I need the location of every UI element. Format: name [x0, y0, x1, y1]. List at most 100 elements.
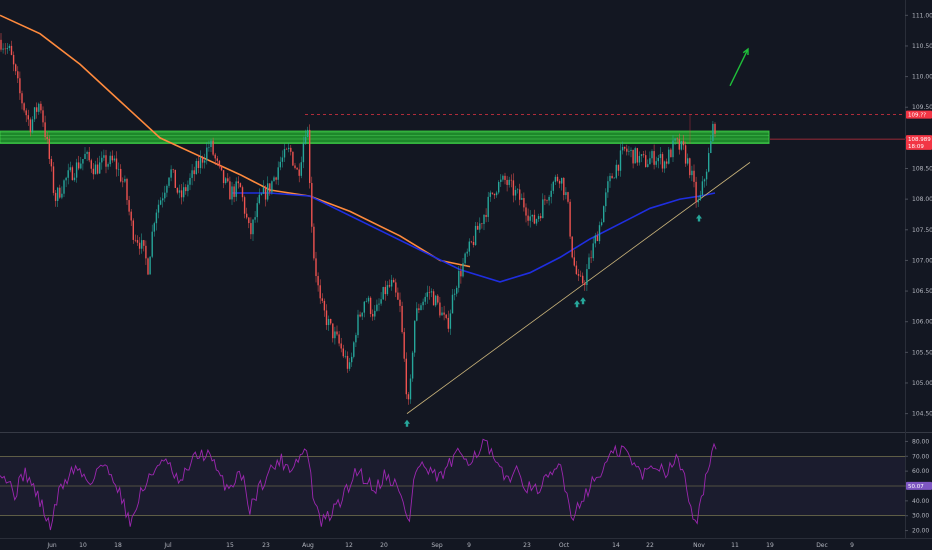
candle-body — [699, 195, 701, 200]
rsi-value-tag-label: 50.07 — [908, 484, 924, 490]
candle-body — [651, 151, 653, 159]
candle-body — [407, 394, 410, 400]
candle-body — [126, 179, 128, 201]
candle-body — [111, 155, 113, 161]
candle-body — [96, 164, 99, 174]
candle-body — [105, 155, 107, 167]
rsi-tick-label: 80.00 — [912, 438, 929, 445]
candle-body — [705, 171, 708, 180]
candle-body — [340, 343, 342, 349]
candle-body — [212, 140, 214, 155]
candle-body — [493, 193, 496, 196]
candle-body — [57, 187, 59, 201]
candle-body — [367, 297, 370, 302]
candle-body — [672, 140, 674, 158]
target-arrow-head — [742, 47, 749, 56]
candle-body — [113, 158, 116, 161]
candle-body — [458, 270, 460, 288]
candle-body — [474, 225, 477, 246]
candle-body — [678, 139, 680, 150]
candle-body — [90, 160, 92, 169]
time-tick-label: Aug — [302, 542, 314, 549]
candle-body — [491, 192, 494, 194]
candle-body — [290, 147, 292, 152]
candle-body — [172, 169, 174, 170]
candle-body — [363, 301, 365, 313]
candle-body — [8, 45, 11, 49]
candle-body — [701, 181, 704, 196]
candle-body — [214, 154, 216, 159]
candle-body — [640, 154, 643, 156]
candle-body — [636, 148, 638, 163]
candle-body — [311, 183, 313, 227]
candle-body — [42, 110, 44, 123]
candle-body — [101, 157, 103, 163]
candle-body — [594, 235, 596, 244]
candle-body — [31, 119, 34, 133]
candle-body — [645, 155, 647, 167]
candle-body — [687, 158, 689, 164]
time-tick-label: Sep — [431, 542, 443, 549]
candle-body — [426, 292, 428, 297]
candle-body — [508, 179, 510, 185]
candle-body — [626, 148, 628, 152]
candle-body — [248, 217, 250, 224]
candle-body — [428, 292, 431, 293]
candle-body — [607, 181, 609, 193]
candle-body — [382, 286, 384, 300]
candle-body — [540, 216, 542, 219]
time-tick-label: 20 — [380, 542, 388, 549]
candle-body — [521, 198, 523, 200]
price-tick-label: 105.500 — [912, 349, 932, 356]
candle-body — [708, 153, 710, 172]
candle-body — [143, 240, 145, 246]
candle-body — [460, 270, 462, 277]
candle-body — [577, 274, 580, 276]
candle-body — [437, 295, 439, 303]
trendline-layer — [406, 162, 751, 414]
candle-body — [481, 223, 483, 225]
candle-body — [300, 162, 302, 176]
candle-body — [336, 331, 338, 335]
candle-body — [558, 180, 561, 184]
candle-body — [185, 187, 187, 192]
candle-body — [351, 356, 353, 363]
time-tick-label: 12 — [345, 542, 353, 549]
candle-body — [334, 331, 336, 339]
candle-body — [575, 265, 578, 275]
candle-body — [65, 177, 67, 181]
candle-body — [365, 301, 368, 303]
candle-body — [174, 169, 176, 188]
candle-body — [180, 190, 183, 198]
candle-body — [676, 138, 678, 140]
candle-body — [359, 314, 361, 317]
candle-body — [309, 129, 311, 184]
candle-body — [124, 179, 126, 182]
time-tick-label: 11 — [731, 542, 739, 549]
candle-body — [556, 176, 559, 181]
candle-body — [621, 146, 624, 151]
candle-body — [584, 283, 586, 286]
candle-body — [92, 168, 95, 175]
candle-body — [546, 200, 548, 201]
candle-body — [477, 225, 479, 230]
candle-body — [374, 310, 376, 317]
candle-body — [38, 103, 40, 112]
candle-body — [239, 183, 242, 188]
candle-body — [397, 292, 399, 300]
price-tick-label: 108.000 — [912, 196, 932, 203]
candle-body — [166, 185, 168, 193]
candle-body — [229, 181, 231, 200]
candle-body — [552, 181, 554, 191]
candle-body — [332, 323, 334, 339]
candle-body — [642, 154, 645, 156]
candle-body — [376, 304, 378, 311]
candle-body — [661, 154, 664, 169]
candle-body — [122, 181, 124, 183]
candle-body — [151, 231, 153, 257]
candle-body — [134, 239, 137, 241]
support-trendline — [406, 162, 751, 414]
candle-body — [159, 200, 162, 205]
moving-average-line — [232, 192, 716, 283]
candle-body — [183, 187, 185, 198]
